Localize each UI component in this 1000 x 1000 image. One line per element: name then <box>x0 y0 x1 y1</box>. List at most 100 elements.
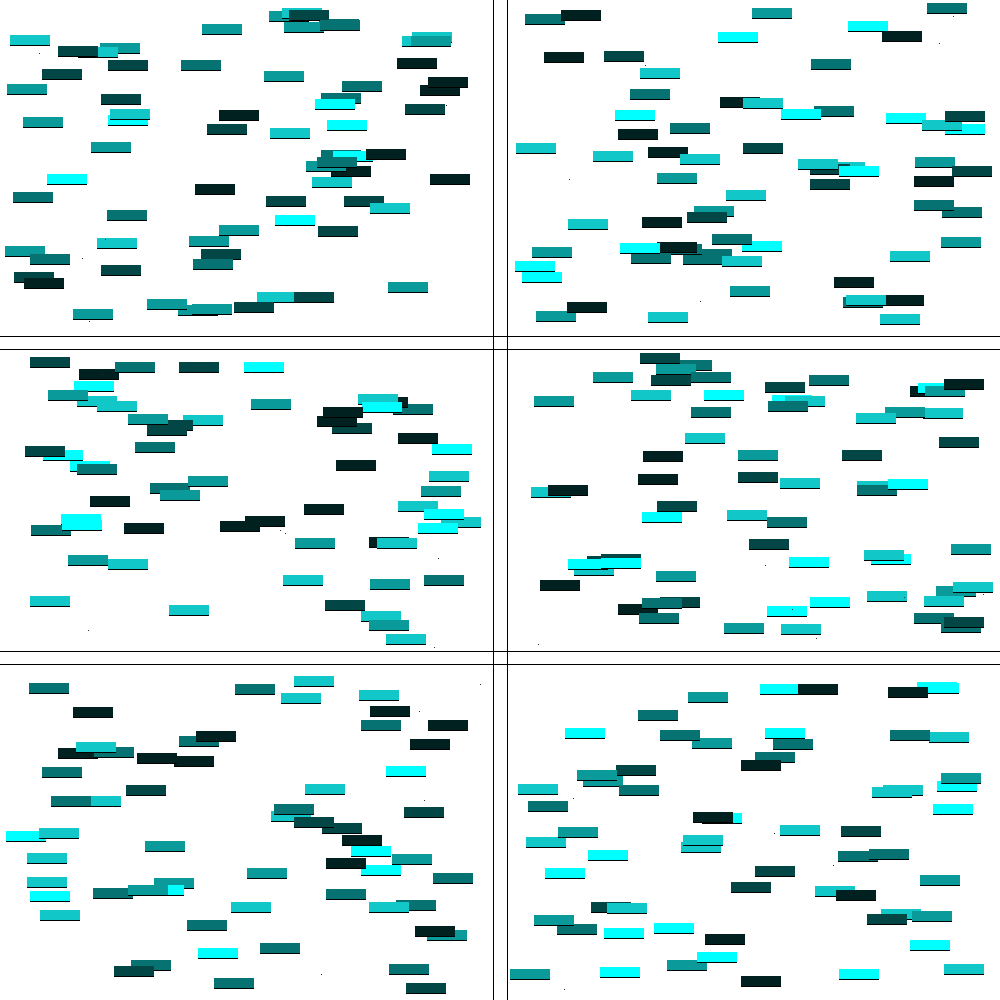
speck-dot <box>899 856 900 857</box>
stripe-bar <box>630 89 670 100</box>
stripe-bar <box>305 784 345 795</box>
stripe-bar <box>925 386 965 397</box>
stripe-bar <box>320 20 360 31</box>
stripe-bar <box>108 559 148 570</box>
stripe-bar <box>78 47 118 58</box>
stripe-bar <box>914 176 954 187</box>
stripe-bar <box>264 71 304 82</box>
stripe-bar <box>392 854 432 865</box>
stripe-bar <box>867 591 907 602</box>
stripe-bar <box>101 265 141 276</box>
divider-h1-top <box>0 336 1000 337</box>
stripe-bar <box>30 254 70 265</box>
stripe-bar <box>81 796 121 807</box>
stripe-bar <box>773 739 813 750</box>
stripe-bar <box>642 512 682 523</box>
stripe-bar <box>680 154 720 165</box>
stripe-bar <box>933 804 973 815</box>
stripe-bar <box>656 571 696 582</box>
stripe-bar <box>295 538 335 549</box>
stripe-bar <box>648 147 688 158</box>
stripe-bar <box>681 842 721 853</box>
stripe-bar <box>577 770 617 781</box>
stripe-bar <box>30 357 70 368</box>
stripe-bar <box>7 84 47 95</box>
stripe-bar <box>924 596 964 607</box>
stripe-bar <box>864 550 904 561</box>
stripe-bar <box>620 243 660 254</box>
stripe-bar <box>604 928 644 939</box>
stripe-bar <box>40 910 80 921</box>
divider-h2-top <box>0 651 1000 652</box>
stripe-bar <box>910 940 950 951</box>
stripe-bar <box>107 210 147 221</box>
stripe-bar <box>741 976 781 987</box>
stripe-bar <box>79 369 119 380</box>
stripe-bar <box>398 433 438 444</box>
stripe-bar <box>115 362 155 373</box>
stripe-bar <box>404 807 444 818</box>
stripe-bar <box>722 256 762 267</box>
stripe-bar <box>798 684 838 695</box>
stripe-bar <box>317 157 357 168</box>
stripe-bar <box>97 238 137 249</box>
stripe-bar <box>420 85 460 96</box>
stripe-bar <box>108 60 148 71</box>
speck-dot <box>216 739 217 740</box>
stripe-bar <box>515 261 555 272</box>
divider-v-left <box>493 0 494 1000</box>
speck-dot <box>102 374 103 375</box>
speck-dot <box>569 179 570 180</box>
stripe-bar <box>428 720 468 731</box>
stripe-bar <box>768 401 808 412</box>
stripe-bar <box>811 59 851 70</box>
stripe-bar <box>433 873 473 884</box>
stripe-bar <box>428 77 468 88</box>
stripe-bar <box>697 952 737 963</box>
stripe-bar <box>73 707 113 718</box>
stripe-bar <box>322 823 362 834</box>
stripe-bar <box>526 837 566 848</box>
speck-dot <box>564 989 565 990</box>
stripe-bar <box>424 575 464 586</box>
stripe-bar <box>914 613 954 624</box>
stripe-bar <box>767 606 807 617</box>
stripe-bar <box>510 969 550 980</box>
stripe-bar <box>945 111 985 122</box>
speck-dot <box>446 105 447 106</box>
stripe-bar <box>738 472 778 483</box>
divider-h1-bottom <box>0 349 1000 350</box>
stripe-bar <box>370 203 410 214</box>
stripe-bar <box>631 253 671 264</box>
stripe-bar <box>74 381 114 392</box>
stripe-bar <box>42 767 82 778</box>
stripe-bar <box>558 827 598 838</box>
stripe-bar <box>760 684 800 695</box>
stripe-bar <box>657 173 697 184</box>
stripe-bar <box>912 911 952 922</box>
speck-dot <box>573 798 574 799</box>
stripe-bar <box>270 128 310 139</box>
stripe-bar <box>536 311 576 322</box>
stripe-bar <box>386 766 426 777</box>
stripe-bar <box>48 390 88 401</box>
stripe-bar <box>323 407 363 418</box>
stripe-bar <box>953 582 993 593</box>
stripe-bar <box>27 853 67 864</box>
stripe-bar <box>245 516 285 527</box>
stripe-bar <box>27 877 67 888</box>
stripe-bar <box>548 485 588 496</box>
stripe-bar <box>727 510 767 521</box>
stripe-bar <box>619 785 659 796</box>
stripe-bar <box>398 501 438 512</box>
stripe-bar <box>884 295 924 306</box>
speck-dot <box>105 239 106 240</box>
stripe-bar <box>809 375 849 386</box>
stripe-bar <box>183 415 223 426</box>
speck-dot <box>88 630 89 631</box>
stripe-bar <box>386 634 426 645</box>
stripe-bar <box>937 781 977 792</box>
stripe-bar <box>657 501 697 512</box>
stripe-bar <box>281 693 321 704</box>
stripe-bar <box>193 259 233 270</box>
